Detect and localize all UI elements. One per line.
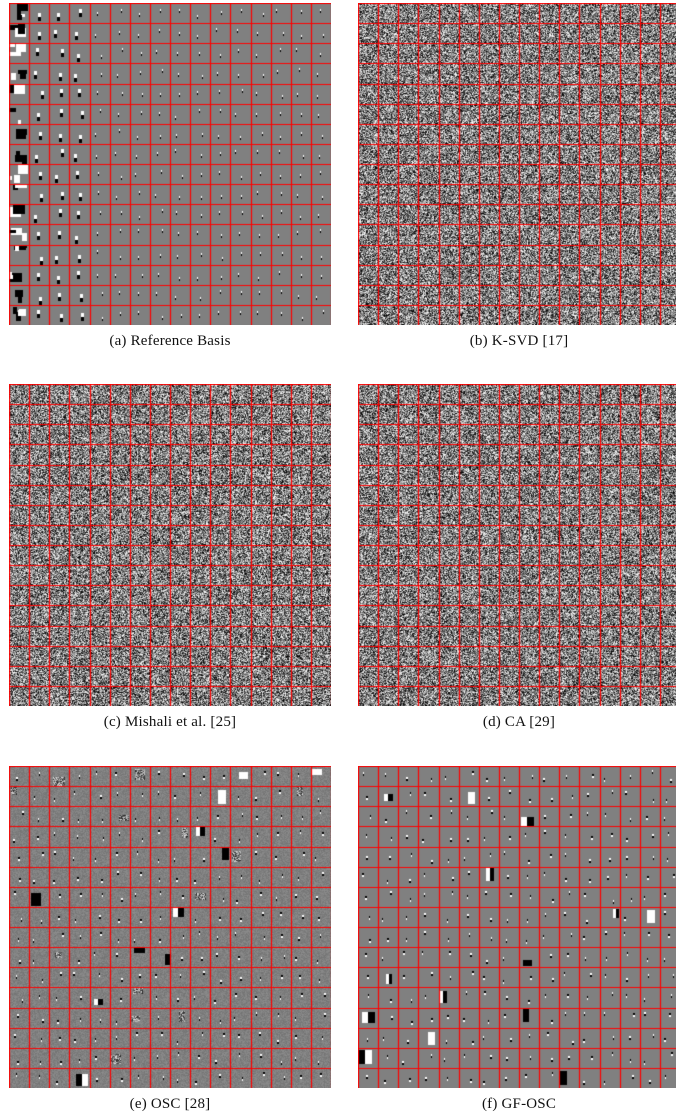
caption-ca: (d) CA [29] (482, 714, 556, 730)
osc-dictionary-image (9, 766, 331, 1088)
reference-basis-image (9, 3, 331, 325)
panel-ksvd: (b) K-SVD [17] (358, 3, 676, 350)
panel-ca: (d) CA [29] (358, 384, 676, 731)
panel-reference-basis: (a) Reference Basis (9, 3, 331, 350)
panel-mishali: (c) Mishali et al. [25] (9, 384, 331, 731)
caption-ksvd: (b) K-SVD [17] (469, 333, 569, 349)
caption-reference-basis: (a) Reference Basis (109, 333, 231, 349)
ksvd-dictionary-image (358, 3, 676, 325)
caption-gf-osc: (f) GF-OSC (481, 1096, 557, 1112)
mishali-dictionary-image (9, 384, 331, 706)
gf-osc-dictionary-image (358, 766, 676, 1088)
panel-gf-osc: (f) GF-OSC (358, 766, 676, 1113)
ca-dictionary-image (358, 384, 676, 706)
caption-mishali: (c) Mishali et al. [25] (103, 714, 237, 730)
caption-osc: (e) OSC [28] (129, 1096, 211, 1112)
panel-osc: (e) OSC [28] (9, 766, 331, 1113)
